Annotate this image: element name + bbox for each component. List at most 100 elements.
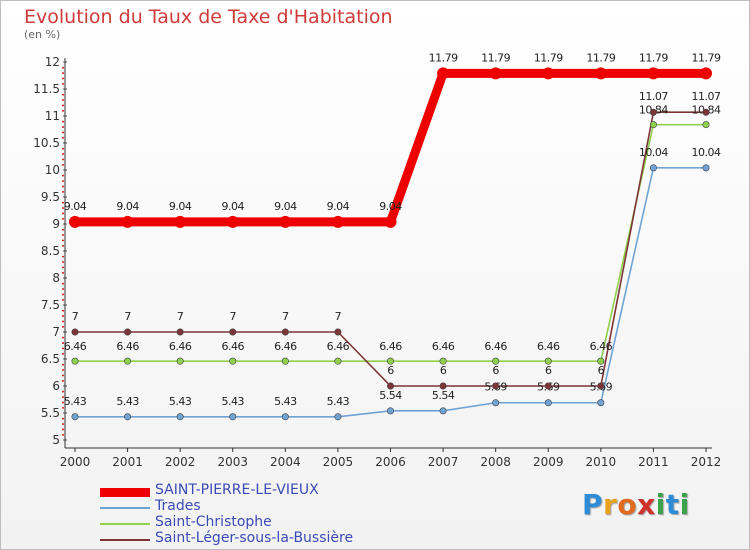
data-label: 7 [72,310,79,323]
logo-letter: t [665,488,680,521]
y-minor-tick [62,266,64,269]
data-point [281,357,289,365]
y-minor-tick [62,126,64,128]
logo-letter: i [655,488,666,521]
y-tick-label: 6 [52,379,60,393]
y-minor-tick [62,320,64,323]
data-point [386,357,394,365]
legend-swatch [100,488,150,497]
logo-letter: o [617,488,638,521]
x-tick-label: 2011 [638,455,669,469]
data-point [121,215,134,228]
data-label: 6.46 [432,340,455,353]
data-label: 10.04 [639,146,668,159]
y-minor-tick [62,374,64,377]
y-minor-tick [62,147,64,150]
data-point [384,215,397,228]
data-point [702,108,710,116]
y-minor-tick [62,407,64,409]
legend-label: Trades [155,498,201,514]
data-label: 11.07 [639,90,668,103]
data-label: 6.46 [484,340,507,353]
y-minor-tick [62,218,64,220]
data-label: 7 [124,310,131,323]
line-chart: 5 5.5 6 6.5 7 7.5 8 8.5 9 9.5 10 10.5 11 11.5 12 2000 20… [33,51,721,469]
y-minor-tick [62,110,64,112]
y-minor-tick [62,423,64,425]
data-point [281,328,289,336]
data-point [386,407,394,415]
data-label: 9.04 [169,200,192,213]
data-label: 11.79 [692,51,721,64]
data-label: 10.04 [692,146,721,159]
y-minor-tick [62,428,64,431]
data-label: 5.43 [327,395,350,408]
data-point [649,164,657,172]
proxiti-logo: Proxiti [582,488,690,521]
data-point [649,108,657,116]
data-point [492,357,500,365]
data-label: 5.54 [379,389,402,402]
y-tick-label: 10 [45,163,60,177]
data-point [544,382,552,390]
x-tick-label: 2006 [375,455,406,469]
data-label: 5.43 [274,395,297,408]
data-label: 6.46 [327,340,350,353]
data-label: 9.04 [327,200,350,213]
x-tick-label: 2008 [480,455,511,469]
y-minor-tick [62,66,64,69]
data-label: 9.04 [274,200,297,213]
logo-letter: i [679,488,690,521]
data-label: 6.46 [169,340,192,353]
logo-letter: P [582,488,604,521]
y-minor-tick [62,99,64,101]
data-label: 11.79 [534,51,563,64]
data-point [492,382,500,390]
y-minor-tick [62,369,64,371]
data-label: 11.79 [586,51,615,64]
y-minor-tick [62,239,64,242]
y-minor-tick [62,342,64,344]
data-label: 11.79 [429,51,458,64]
y-minor-tick [62,417,64,420]
data-label: 9.04 [222,200,245,213]
data-point [71,357,79,365]
data-label: 7 [230,310,237,323]
data-label: 6.46 [64,340,87,353]
x-tick-label: 2009 [533,455,564,469]
y-minor-tick [62,261,64,263]
data-point [649,121,657,129]
data-label: 11.07 [692,90,721,103]
y-minor-tick [62,158,64,161]
data-point [542,67,555,80]
x-tick-label: 2001 [112,455,143,469]
data-label: 6 [387,364,394,377]
x-tick-label: 2002 [165,455,196,469]
data-label: 6.46 [116,340,139,353]
x-tick-label: 2000 [60,455,91,469]
y-minor-tick [62,83,64,85]
y-tick-label: 11.5 [33,82,60,96]
x-tick-label: 2004 [270,455,301,469]
data-point [174,215,187,228]
data-label: 9.04 [379,200,402,213]
data-label: 5.43 [64,395,87,408]
data-point [489,67,502,80]
y-tick-label: 10.5 [33,136,60,150]
y-minor-tick [62,272,64,274]
data-point [124,413,132,421]
data-point [71,328,79,336]
data-point [386,382,394,390]
data-point [176,413,184,421]
data-point [702,121,710,129]
y-minor-tick [62,185,64,188]
data-point [702,164,710,172]
data-point [229,328,237,336]
legend-swatch [100,539,150,541]
chart-unit: (en %) [24,28,61,41]
y-minor-tick [62,396,64,398]
data-label: 7 [335,310,342,323]
y-minor-tick [62,120,64,123]
data-label: 6.46 [222,340,245,353]
x-tick-label: 2007 [428,455,459,469]
